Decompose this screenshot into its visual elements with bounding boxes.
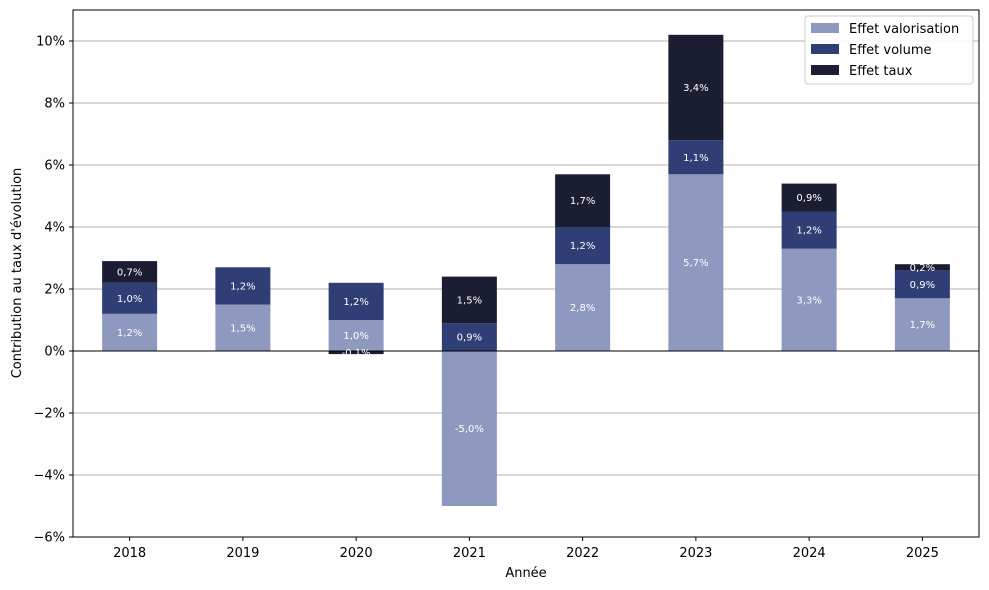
bar-segment [102, 261, 158, 283]
bar-segment [215, 267, 271, 305]
data-label: 0,2% [910, 263, 935, 274]
data-labels: 1,2% 1,0% 0,7% 1,5% 1,2% 1,0% 1,2% -0,1% -5,0% 0,… [117, 83, 935, 435]
legend-swatch [811, 23, 839, 33]
data-label: -5,0% [455, 424, 484, 435]
data-label: 0,9% [910, 280, 935, 291]
data-label: 5,7% [683, 258, 708, 269]
bar-segment [102, 313, 158, 351]
y-tick-label: −4% [33, 469, 65, 484]
bar-segment [441, 276, 497, 324]
bars [102, 34, 950, 506]
x-tick-label: 2019 [226, 546, 259, 561]
bar-segment [555, 264, 611, 351]
data-label: 1,2% [230, 281, 255, 292]
data-label: 1,2% [570, 241, 595, 252]
bar-segment [102, 282, 158, 314]
legend-label: Effet volume [849, 43, 932, 58]
x-tick-label: 2023 [679, 546, 712, 561]
data-label: 1,0% [343, 331, 368, 342]
bar-segment [555, 227, 611, 265]
legend-label: Effet taux [849, 64, 913, 79]
data-label: 1,5% [457, 295, 482, 306]
x-tick-label: 2022 [566, 546, 599, 561]
bar-segment [555, 174, 611, 227]
data-label: 0,9% [457, 333, 482, 344]
legend-label: Effet valorisation [849, 22, 959, 37]
bar-segment [328, 351, 384, 355]
x-tick-label: 2025 [906, 546, 939, 561]
bar-segment [328, 282, 384, 320]
bar-segment [894, 264, 950, 271]
y-axis: −6% −4% −2% 0% 2% 4% 6% 8% 10% [33, 35, 73, 546]
y-axis-title: Contribution au taux d'évolution [10, 168, 25, 379]
x-tick-label: 2024 [793, 546, 826, 561]
data-label: 1,5% [230, 323, 255, 334]
data-label: 1,2% [343, 297, 368, 308]
y-tick-label: 6% [44, 159, 65, 174]
legend: Effet valorisation Effet volume Effet taux [804, 15, 974, 85]
bar-segment [781, 248, 837, 351]
x-tick-label: 2020 [340, 546, 373, 561]
bar-segment [668, 174, 724, 351]
x-axis-title: Année [505, 566, 546, 581]
y-tick-label: 2% [44, 283, 65, 298]
legend-box [804, 15, 974, 85]
bar-segment [328, 320, 384, 351]
bar-segment [668, 34, 724, 141]
data-label: 1,7% [910, 320, 935, 331]
data-label: 3,3% [796, 295, 821, 306]
bar-segment [894, 270, 950, 299]
data-label: 1,2% [796, 226, 821, 237]
bar-segment [441, 323, 497, 351]
bar-segment [781, 211, 837, 249]
plot-frame [72, 9, 980, 538]
legend-swatch [811, 44, 839, 54]
data-label: 1,7% [570, 196, 595, 207]
data-label: 0,9% [796, 193, 821, 204]
data-label: 0,7% [117, 267, 142, 278]
y-tick-label: −6% [33, 531, 65, 546]
bar-segment [668, 140, 724, 175]
y-tick-label: 10% [36, 35, 65, 50]
data-label: 1,2% [117, 328, 142, 339]
x-axis: 2018 2019 2020 2021 2022 2023 2024 2025 [113, 537, 939, 561]
bar-segment [894, 298, 950, 351]
bar-segment [441, 351, 497, 506]
legend-swatch [811, 65, 839, 75]
y-tick-label: 8% [44, 97, 65, 112]
x-tick-label: 2021 [453, 546, 486, 561]
y-tick-label: 4% [44, 221, 65, 236]
data-label: 2,8% [570, 303, 595, 314]
x-tick-label: 2018 [113, 546, 146, 561]
data-label: 3,4% [683, 83, 708, 94]
y-tick-label: 0% [44, 345, 65, 360]
data-label: -0,1% [342, 348, 371, 359]
bar-segment [215, 304, 271, 351]
bar-segment [781, 183, 837, 212]
data-label: 1,1% [683, 153, 708, 164]
plot-background [73, 10, 979, 537]
data-label: 1,0% [117, 294, 142, 305]
y-tick-label: −2% [33, 407, 65, 422]
